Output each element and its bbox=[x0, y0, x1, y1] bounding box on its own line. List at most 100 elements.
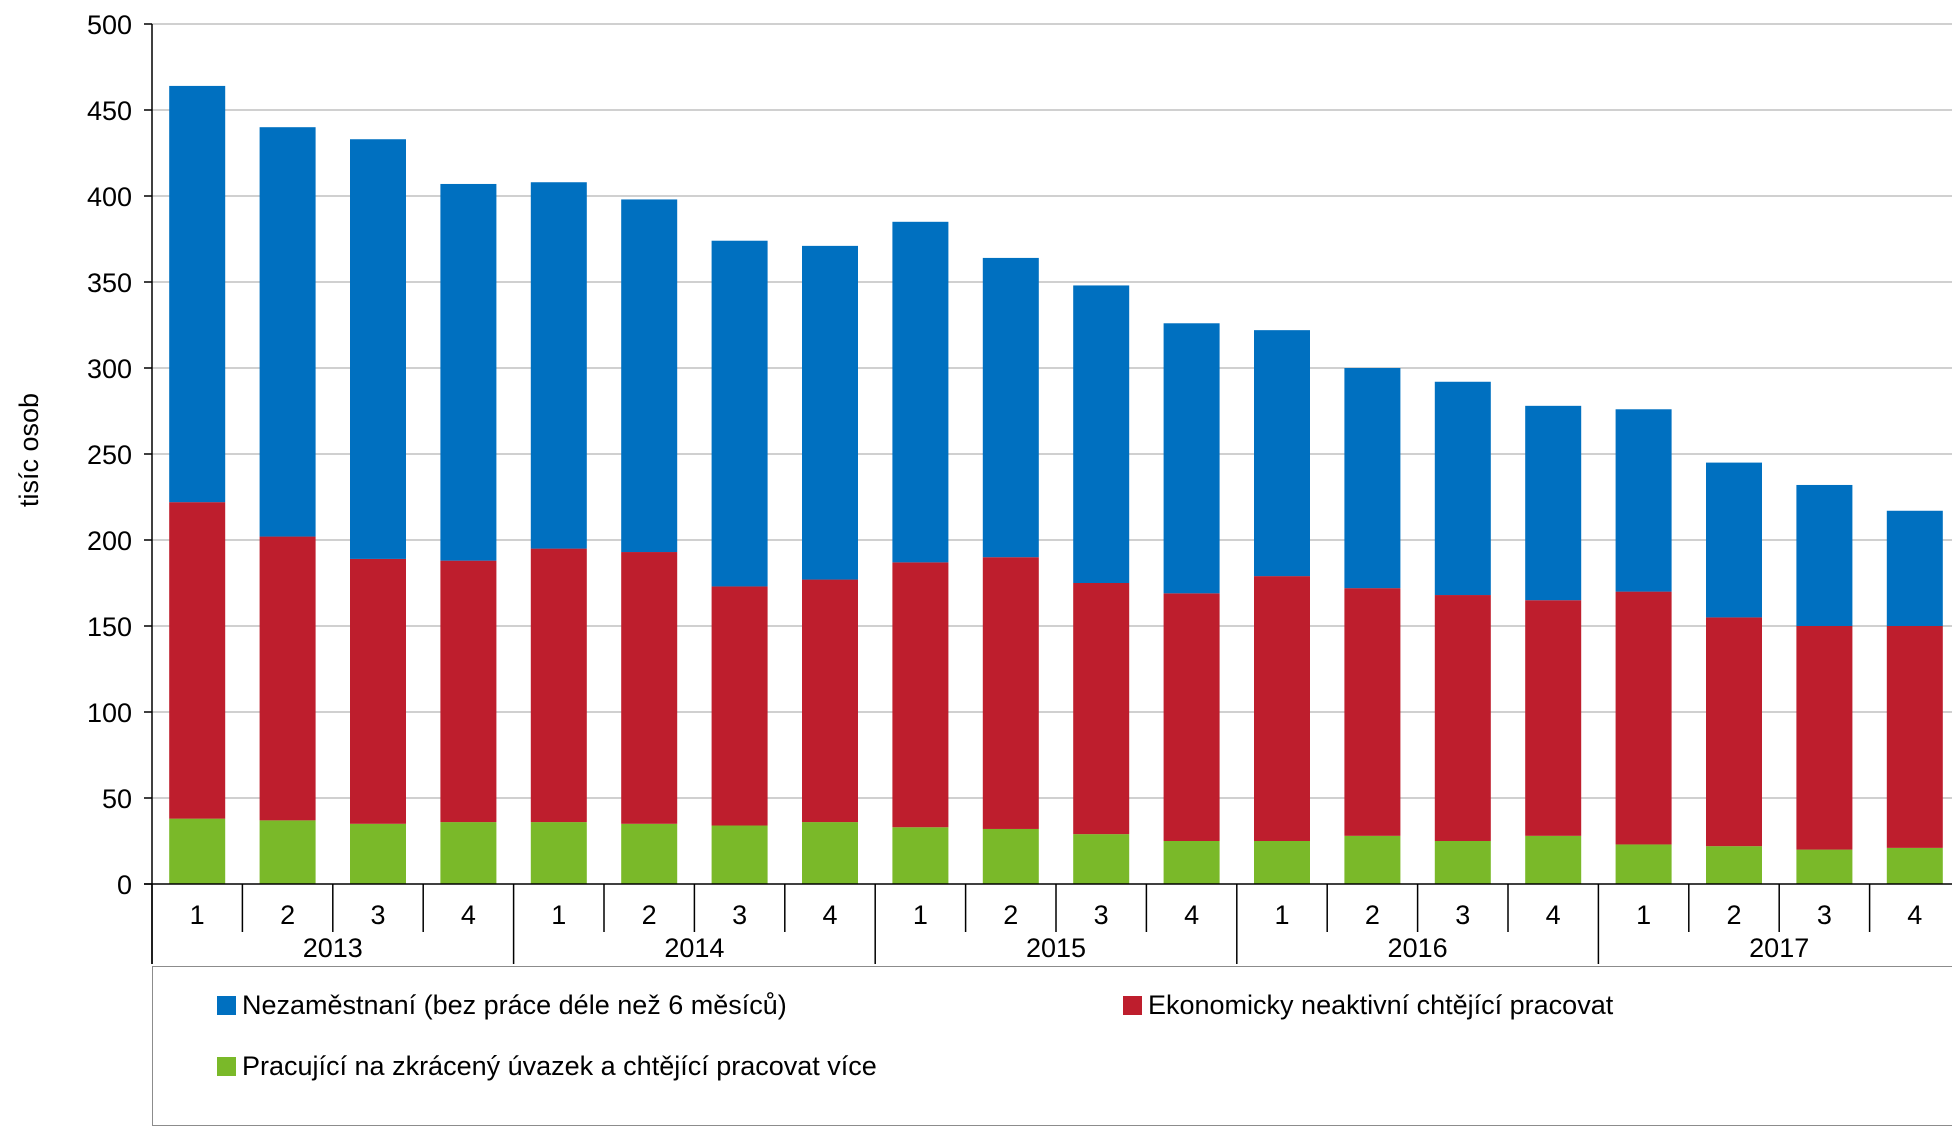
bar-segment bbox=[350, 139, 406, 559]
bars bbox=[169, 85, 1943, 884]
bar-segment bbox=[1886, 510, 1943, 626]
bar-segment bbox=[1796, 849, 1853, 884]
year-label: 2017 bbox=[1749, 933, 1809, 963]
quarter-label: 4 bbox=[1907, 900, 1922, 930]
bar-segment bbox=[1525, 600, 1582, 836]
y-tick-label: 100 bbox=[87, 698, 132, 728]
bar-segment bbox=[1706, 617, 1762, 847]
y-tick-label: 300 bbox=[87, 354, 132, 384]
bar-segment bbox=[1073, 285, 1130, 583]
bar-segment bbox=[440, 822, 497, 884]
bar-segment bbox=[530, 548, 587, 823]
quarter-label: 2 bbox=[1003, 900, 1018, 930]
y-tick-label: 400 bbox=[87, 182, 132, 212]
quarter-label: 2 bbox=[642, 900, 657, 930]
bar-segment bbox=[259, 536, 316, 821]
quarter-label: 1 bbox=[551, 900, 566, 930]
quarter-label: 4 bbox=[461, 900, 476, 930]
y-tick-label: 200 bbox=[87, 526, 132, 556]
quarter-label: 1 bbox=[913, 900, 928, 930]
y-tick-label: 450 bbox=[87, 96, 132, 126]
quarter-label: 3 bbox=[1817, 900, 1832, 930]
bar-segment bbox=[892, 221, 949, 563]
quarter-label: 1 bbox=[190, 900, 205, 930]
y-tick-label: 50 bbox=[102, 784, 132, 814]
bar-segment bbox=[1254, 576, 1310, 841]
bar-segment bbox=[169, 85, 226, 503]
bar-segment bbox=[1434, 381, 1491, 596]
y-tick-label: 0 bbox=[117, 870, 132, 900]
legend-item-unemployed: Nezaměstnaní (bez práce déle než 6 měsíc… bbox=[217, 990, 787, 1021]
bar-segment bbox=[1615, 844, 1672, 884]
bar-segment bbox=[259, 820, 316, 884]
bar-segment bbox=[440, 183, 497, 561]
bar-segment bbox=[621, 552, 678, 824]
quarter-label: 4 bbox=[822, 900, 837, 930]
bar-segment bbox=[1344, 588, 1401, 836]
legend-swatch-inactive bbox=[1123, 996, 1142, 1015]
bar-segment bbox=[1254, 330, 1310, 577]
bar-segment bbox=[1525, 405, 1582, 601]
legend-item-parttime: Pracující na zkrácený úvazek a chtějící … bbox=[217, 1051, 877, 1082]
legend-label-inactive: Ekonomicky neaktivní chtějící pracovat bbox=[1148, 990, 1614, 1020]
bar-segment bbox=[802, 822, 858, 884]
quarter-label: 3 bbox=[1455, 900, 1470, 930]
bar-segment bbox=[1073, 834, 1130, 884]
quarter-label: 4 bbox=[1546, 900, 1561, 930]
y-tick-label: 150 bbox=[87, 612, 132, 642]
bar-segment bbox=[1796, 484, 1853, 626]
bar-segment bbox=[350, 558, 406, 824]
quarter-label: 2 bbox=[280, 900, 295, 930]
bar-segment bbox=[711, 586, 768, 826]
stacked-bar-chart: 0 50 100 150 200 250 300 350 400 450 500 1 2 3 4 1 2 3 4 1 2… bbox=[14, 10, 1952, 964]
bar-segment bbox=[259, 127, 316, 537]
bar-segment bbox=[530, 822, 587, 884]
bar-segment bbox=[711, 825, 768, 884]
gridlines bbox=[152, 23, 1952, 799]
bar-segment bbox=[1886, 847, 1943, 884]
quarter-label: 2 bbox=[1726, 900, 1741, 930]
bar-segment bbox=[1254, 841, 1310, 884]
bar-segment bbox=[1344, 368, 1401, 589]
quarter-label: 2 bbox=[1365, 900, 1380, 930]
bar-segment bbox=[1886, 626, 1943, 848]
bar-segment bbox=[1706, 846, 1762, 884]
bar-segment bbox=[1706, 462, 1762, 618]
year-label: 2013 bbox=[303, 933, 363, 963]
bar-segment bbox=[1525, 835, 1582, 884]
quarter-label: 3 bbox=[1094, 900, 1109, 930]
y-tick-label: 500 bbox=[87, 10, 132, 40]
year-label: 2015 bbox=[1026, 933, 1086, 963]
year-label: 2014 bbox=[664, 933, 724, 963]
bar-segment bbox=[1615, 591, 1672, 845]
quarter-label: 3 bbox=[732, 900, 747, 930]
bar-segment bbox=[1434, 841, 1491, 884]
bar-segment bbox=[169, 818, 226, 884]
legend: Nezaměstnaní (bez práce déle než 6 měsíc… bbox=[152, 966, 1952, 1126]
legend-label-parttime: Pracující na zkrácený úvazek a chtějící … bbox=[242, 1051, 877, 1081]
axes: 0 50 100 150 200 250 300 350 400 450 500 1 2 3 4 1 2 3 4 1 2… bbox=[87, 10, 1952, 964]
bar-segment bbox=[350, 823, 406, 884]
bar-segment bbox=[802, 579, 858, 823]
quarter-label: 1 bbox=[1636, 900, 1651, 930]
bar-segment bbox=[892, 827, 949, 884]
quarter-label: 1 bbox=[1274, 900, 1289, 930]
y-tick-label: 250 bbox=[87, 440, 132, 470]
bar-segment bbox=[802, 245, 858, 580]
y-tick-label: 350 bbox=[87, 268, 132, 298]
bar-segment bbox=[982, 557, 1039, 829]
quarter-label: 3 bbox=[370, 900, 385, 930]
bar-segment bbox=[621, 199, 678, 553]
bar-segment bbox=[621, 823, 678, 884]
legend-item-inactive: Ekonomicky neaktivní chtějící pracovat bbox=[1123, 990, 1613, 1021]
bar-segment bbox=[711, 240, 768, 587]
bar-segment bbox=[1434, 595, 1491, 841]
quarter-label: 4 bbox=[1184, 900, 1199, 930]
bar-segment bbox=[1796, 626, 1853, 850]
legend-swatch-parttime bbox=[217, 1057, 236, 1076]
bar-segment bbox=[1344, 835, 1401, 884]
bar-segment bbox=[982, 257, 1039, 558]
bar-segment bbox=[1615, 409, 1672, 592]
bar-segment bbox=[1163, 323, 1220, 594]
legend-swatch-unemployed bbox=[217, 996, 236, 1015]
